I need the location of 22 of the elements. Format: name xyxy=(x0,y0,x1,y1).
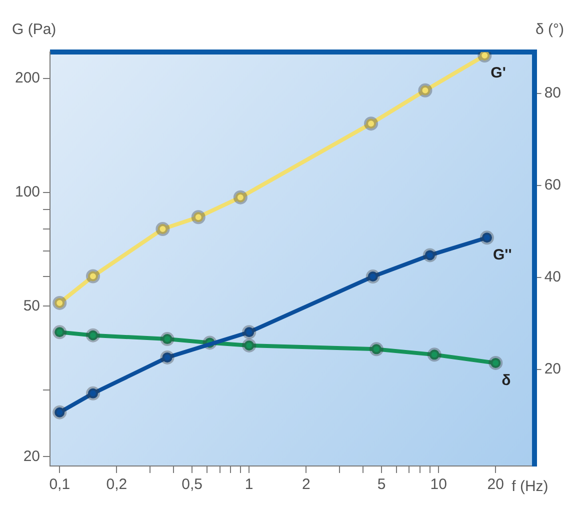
y-tick-label: 50 xyxy=(23,297,40,314)
y2-tick-label: 80 xyxy=(544,84,562,102)
y2-tick-label: 40 xyxy=(544,268,562,286)
x-tick-label: 20 xyxy=(487,476,504,494)
x-tick-label: 0,5 xyxy=(182,476,202,494)
y2-axis-title: δ (°) xyxy=(535,21,564,38)
series-label: G' xyxy=(490,64,506,82)
x-tick-label: 10 xyxy=(430,476,447,494)
y-tick-label: 20 xyxy=(23,448,40,465)
x-tick-label: 0,2 xyxy=(106,476,128,494)
x-tick-label: 0,1 xyxy=(49,476,70,494)
y-tick-label: 100 xyxy=(14,183,40,200)
x-tick-label: 1 xyxy=(244,476,254,494)
y2-tick-label: 20 xyxy=(544,360,562,378)
y2-tick-label: 60 xyxy=(544,176,562,194)
x-tick-label: 5 xyxy=(377,476,386,494)
y-tick-label: 200 xyxy=(14,70,40,87)
series-label: G'' xyxy=(492,246,512,264)
x-tick-label: 2 xyxy=(302,476,310,494)
y-axis-title: G (Pa) xyxy=(12,21,56,38)
x-axis-title: f (Hz) xyxy=(512,478,548,495)
series-label: δ xyxy=(502,372,511,389)
